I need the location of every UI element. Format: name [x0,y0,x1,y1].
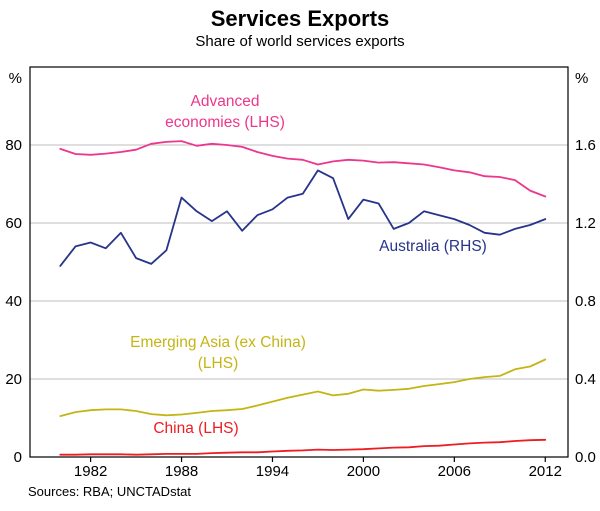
y-axis-right-unit-label: % [575,70,588,87]
y-axis-left-tick-label: 0 [14,449,22,466]
y-axis-left-tick-label: 60 [5,215,22,232]
chart-title: Services Exports [210,6,390,31]
australia-label: Australia (RHS) [379,238,487,255]
y-axis-right-tick-label: 0.8 [575,293,596,310]
y-axis-right-tick-label: 0.4 [575,371,596,388]
x-axis-tick-label: 2006 [438,463,471,480]
sources-note: Sources: RBA; UNCTADstat [28,484,192,499]
emerging-asia-label: (LHS) [198,355,238,372]
y-axis-left-tick-label: 20 [5,371,22,388]
advanced-economies-label: Advanced [191,93,260,110]
y-axis-left-tick-label: 40 [5,293,22,310]
y-axis-right-tick-label: 1.2 [575,215,596,232]
y-axis-left-tick-label: 80 [5,137,22,154]
x-axis-tick-label: 1982 [74,463,107,480]
x-axis-tick-label: 2000 [347,463,380,480]
series-line-china [59,438,547,456]
emerging-asia-label: Emerging Asia (ex China) [130,334,306,351]
series-line-advanced-economies [59,140,547,198]
x-axis-tick-label: 1994 [256,463,289,480]
series-line-emerging-asia-ex-china- [59,358,547,418]
chart-subtitle: Share of world services exports [195,33,405,50]
plot-frame [29,66,569,458]
advanced-economies-label: economies (LHS) [165,114,285,131]
y-axis-right-tick-label: 0.0 [575,449,596,466]
china-label: China (LHS) [153,420,238,437]
x-axis-tick-label: 2012 [529,463,562,480]
y-axis-left-unit-label: % [9,70,22,87]
x-axis-tick-label: 1988 [165,463,198,480]
y-axis-right-tick-label: 1.6 [575,137,596,154]
series-line-australia [59,169,547,267]
